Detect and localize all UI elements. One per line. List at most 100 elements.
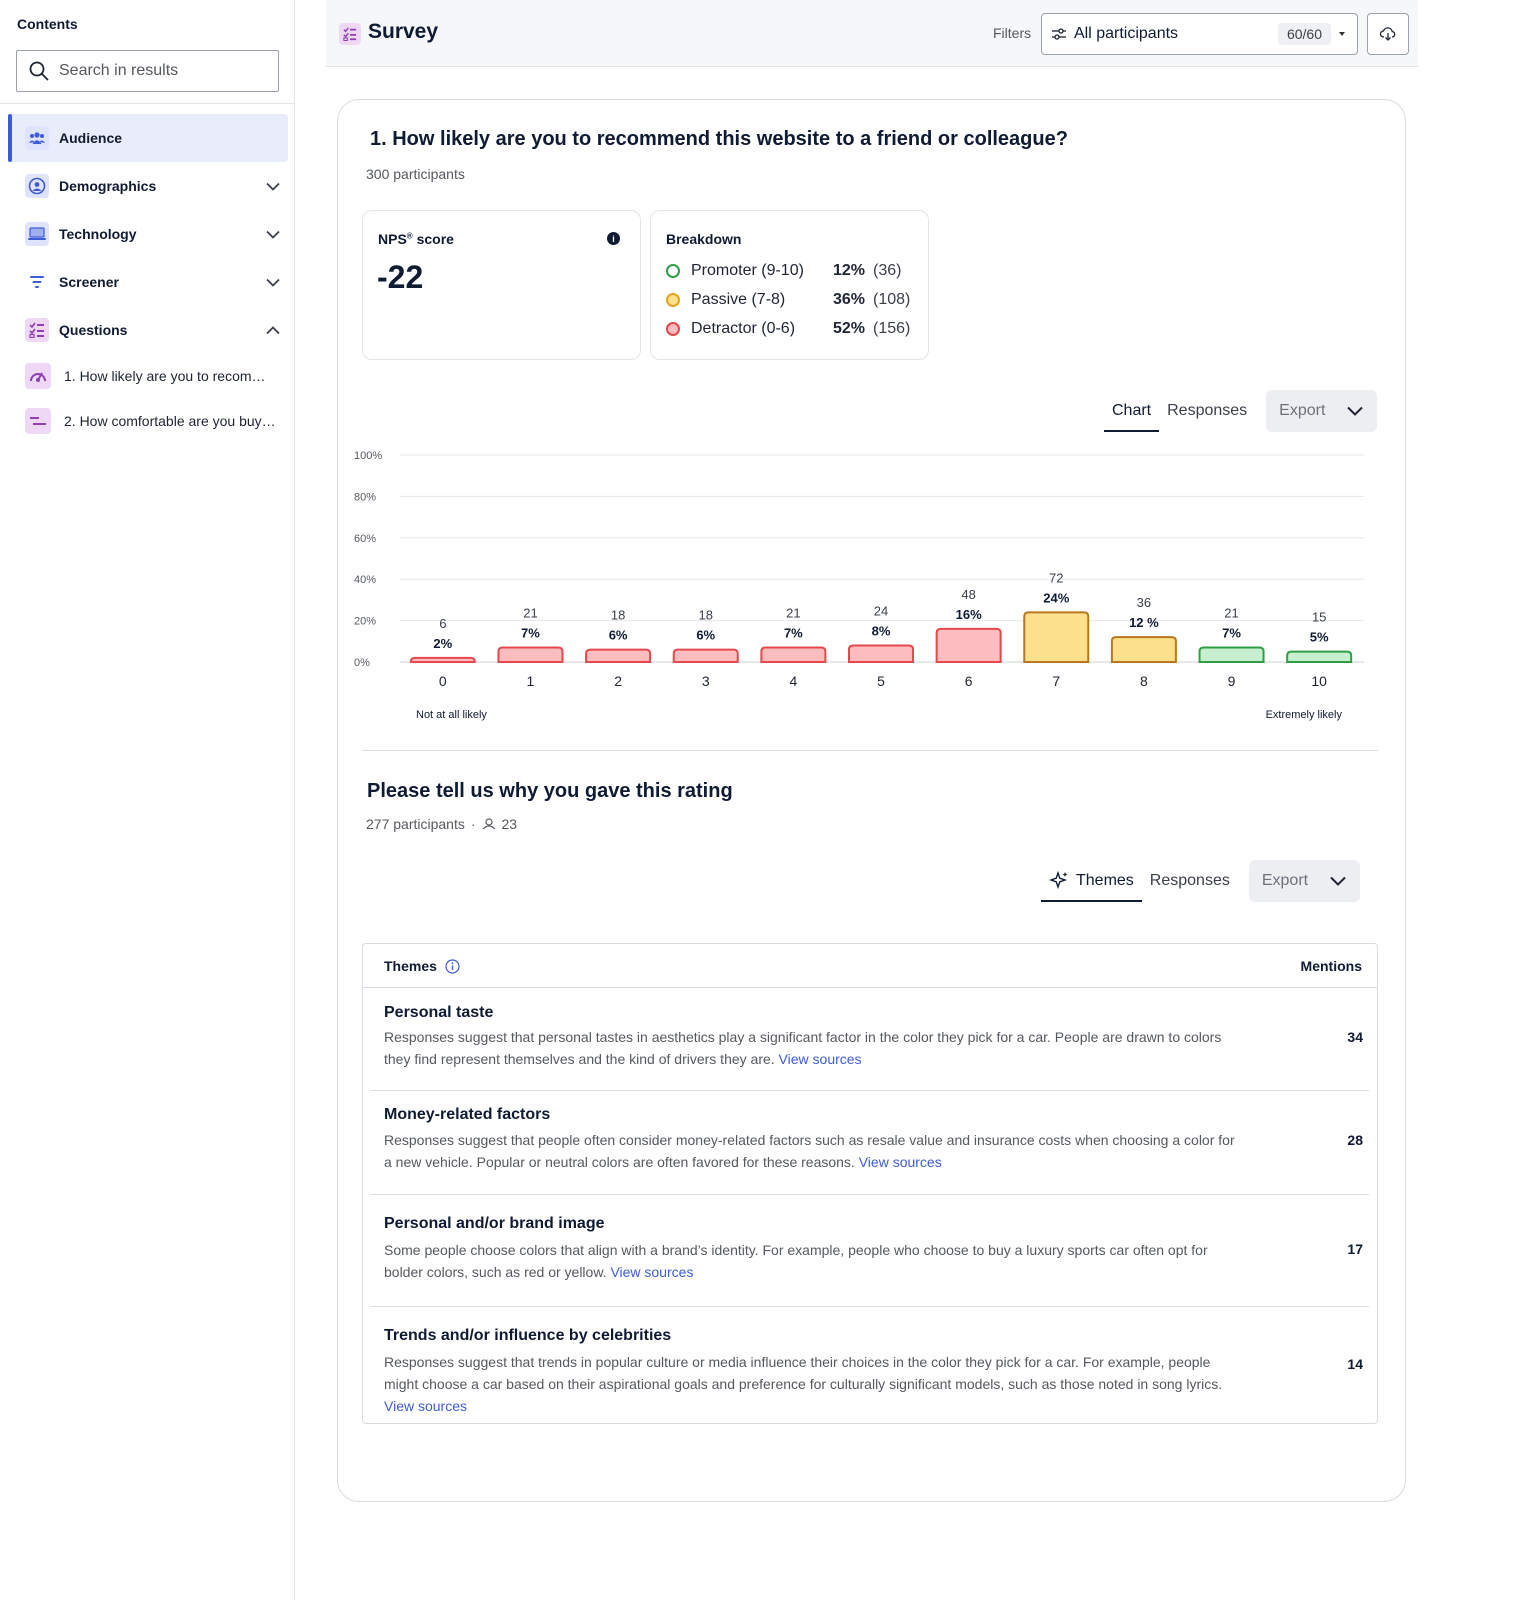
chevron-down-icon[interactable] [258,230,288,239]
tab-chart[interactable]: Chart [1104,390,1160,432]
nps-score-card: NPS® score i -22 [362,210,641,360]
nps-bar-chart: 0%20%40%60%80%100%2%607%2116%1826%1837%2… [354,450,1364,721]
sidebar-item-technology[interactable]: Technology [8,210,288,258]
survey-icon [339,23,361,45]
download-button[interactable] [1367,13,1409,55]
nps-score-value: -22 [377,259,424,295]
chevron-down-icon [1330,876,1346,886]
sidebar-item-label: Questions [59,322,128,338]
screener-icon [25,270,49,294]
themes-table-header: Themes Mentions [363,944,1377,988]
demographics-icon [25,174,49,198]
x-tick-label: 0 [439,673,447,689]
theme-description: Some people choose colors that align wit… [384,1242,1208,1280]
breakdown-name: Passive (7-8) [691,291,786,308]
info-icon[interactable]: i [607,232,620,245]
sidebar-item-questions[interactable]: Questions [8,306,288,354]
view-sources-link[interactable]: View sources [778,1051,862,1067]
sidebar-question-2[interactable]: 2. How comfortable are you buying a car … [8,400,288,442]
search-box[interactable] [16,50,279,92]
filter-sliders-icon [1052,28,1066,40]
breakdown-row-promoter: Promoter (9-10) 12% (36) [666,261,901,281]
mentions-header: Mentions [1300,958,1362,974]
rating-participants-count: 277 participants [366,816,465,832]
theme-row: Personal and/or brand image Some people … [371,1195,1369,1307]
x-tick-label: 10 [1311,673,1327,689]
theme-title: Trends and/or influence by celebrities [384,1327,672,1344]
bar [585,648,652,663]
top-bar: Survey Filters All participants 60/60 [326,0,1418,67]
technology-icon [25,222,49,246]
chevron-up-icon[interactable] [258,325,288,335]
export-button[interactable]: Export [1266,390,1378,432]
view-sources-link[interactable]: View sources [384,1398,468,1414]
y-tick-label: 100% [354,450,382,462]
bar-percent-label: 24% [1043,590,1069,605]
bar-percent-label: 8% [872,623,891,638]
filters-label: Filters [993,25,1032,41]
theme-description: Responses suggest that trends in popular… [384,1354,1223,1414]
bar-count-label: 24 [874,603,888,618]
theme-mentions: 14 [1347,1356,1363,1372]
breakdown-count: (36) [873,262,902,279]
sparkle-icon [1049,871,1068,890]
rating-participants: 277 participants · 23 [366,816,517,832]
theme-mentions: 28 [1347,1132,1363,1148]
bar [935,627,1002,663]
tab-themes-label: Themes [1076,872,1134,889]
x-tick-label: 9 [1228,673,1236,689]
x-tick-label: 3 [702,673,710,689]
theme-title: Money-related factors [384,1106,551,1123]
x-tick-label: 1 [527,673,535,689]
y-tick-label: 60% [354,533,376,545]
cloud-download-icon [1380,27,1396,41]
breakdown-row-detractor: Detractor (0-6) 52% (156) [666,319,910,339]
tab-responses-rating[interactable]: Responses [1149,872,1230,889]
skipped-icon [482,818,495,830]
sidebar-item-screener[interactable]: Screener [8,258,288,306]
bar-count-label: 21 [1224,606,1238,621]
x-tick-label: 7 [1052,673,1060,689]
sidebar-item-label: Technology [59,226,137,242]
search-input[interactable] [59,62,259,80]
view-sources-link[interactable]: View sources [858,1154,942,1170]
participant-count-badge: 60/60 [1277,23,1331,45]
tab-responses[interactable]: Responses [1167,402,1248,419]
view-sources-link[interactable]: View sources [610,1264,694,1280]
chevron-down-icon [1347,406,1363,416]
gauge-icon [25,363,51,389]
filter-value: All participants [1074,25,1179,42]
theme-mentions: 34 [1347,1029,1363,1045]
export-button[interactable]: Export [1248,860,1360,902]
breakdown-title: Breakdown [666,231,742,247]
sidebar-question-1[interactable]: 1. How likely are you to recommend this … [8,355,288,397]
x-left-label: Not at all likely [416,709,487,721]
y-tick-label: 80% [354,491,376,503]
tab-themes[interactable]: Themes [1041,860,1142,902]
chevron-down-icon[interactable] [258,278,288,287]
theme-row: Money-related factors Responses suggest … [371,1091,1369,1195]
detractor-dot-icon [666,322,680,336]
breakdown-name: Promoter (9-10) [691,262,804,279]
separator-dot: · [470,816,476,832]
theme-description: Responses suggest that personal tastes i… [384,1029,1222,1067]
breakdown-name: Detractor (0-6) [691,320,796,337]
chevron-down-icon[interactable] [258,182,288,191]
participants-filter-dropdown[interactable]: All participants 60/60 [1041,13,1358,55]
sidebar-item-audience[interactable]: Audience [8,114,288,162]
bar-count-label: 21 [786,606,800,621]
bar-percent-label: 7% [521,626,540,641]
themes-header: Themes [384,958,460,974]
x-tick-label: 6 [965,673,973,689]
rating-tabs: Themes Responses Export [1041,860,1360,902]
bar-count-label: 6 [439,616,446,631]
x-right-label: Extremely likely [1266,709,1343,721]
sidebar-item-demographics[interactable]: Demographics [8,162,288,210]
export-label: Export [1261,872,1309,889]
skipped-count: 23 [501,816,518,832]
x-tick-label: 4 [789,673,797,689]
x-tick-label: 8 [1140,673,1148,689]
breakdown-count: (108) [873,291,911,308]
info-icon[interactable] [445,958,460,974]
sidebar-item-label: Demographics [59,178,157,194]
